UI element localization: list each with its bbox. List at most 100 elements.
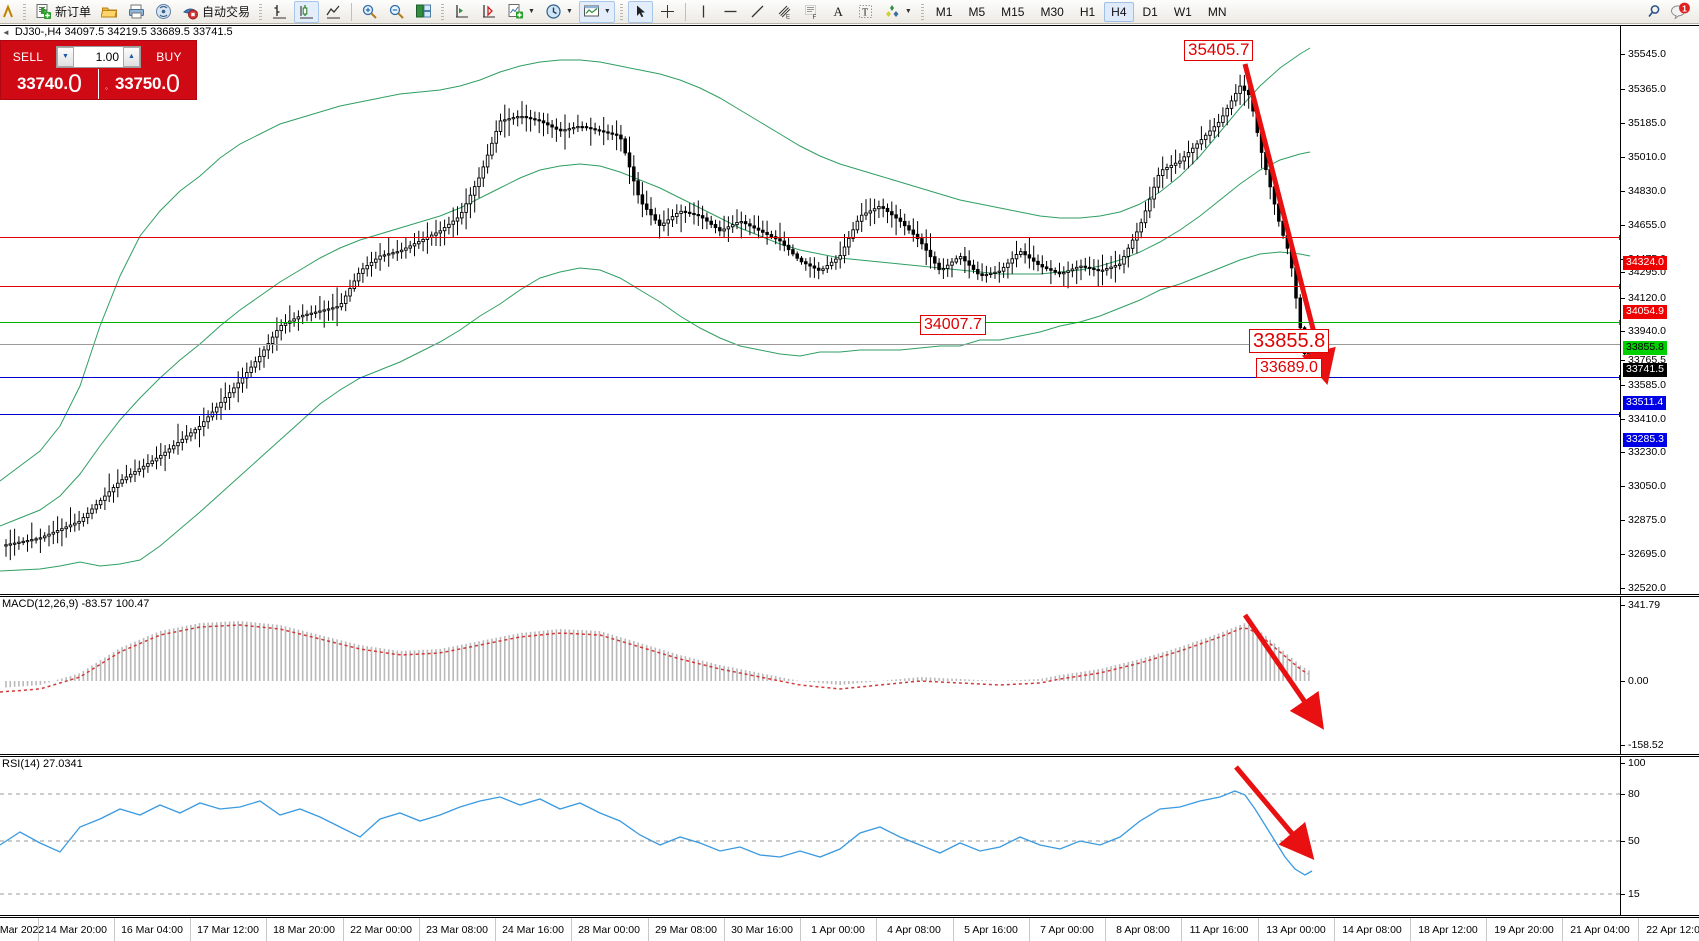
main-toolbar: 新订单 [0,0,1699,24]
price-chip-33741-5[interactable]: 33741.5 [1623,363,1667,377]
chevron-down-icon[interactable]: ▼ [528,8,535,15]
printer-icon [128,3,145,20]
line-handle[interactable] [1619,412,1620,417]
collapse-arrow-icon[interactable]: ◄ [2,27,10,37]
timeframe-button-w1[interactable]: W1 [1173,4,1192,19]
price-pane[interactable]: 35405.7 34007.7 33855.8 33689.0 35545.0 3… [0,25,1699,595]
line-handle[interactable] [1619,320,1620,325]
search-icon[interactable] [1646,3,1663,20]
line-handle[interactable] [1619,284,1620,289]
crosshair-button[interactable] [655,1,680,23]
rsi-plot[interactable]: RSI(14) 27.0341 [0,757,1620,915]
notification-count: 1 [1682,3,1687,13]
rsi-axis-label: 80 [1628,788,1640,800]
shift-end-button[interactable] [476,1,501,23]
rsi-axis[interactable]: 100 80 50 15 [1620,757,1699,915]
text-icon: A [830,3,847,20]
axis-tick [1621,605,1625,606]
price-line-34054[interactable] [0,284,1620,289]
timeframe-button-h1[interactable]: H1 [1079,4,1096,19]
notification-bubble-icon[interactable]: 1 [1669,2,1691,22]
chevron-down-icon-2[interactable]: ▼ [565,8,573,15]
shapes-button[interactable]: ▼ [880,1,916,23]
annotation-33689[interactable]: 33689.0 [1256,358,1322,378]
volume-value[interactable]: 1.00 [74,46,123,67]
macd-axis-label: 0.00 [1628,675,1649,687]
shift-start-button[interactable] [449,1,474,23]
sell-button[interactable]: SELL [12,49,44,64]
buy-button[interactable]: BUY [156,49,182,64]
tile-windows-icon [415,3,432,20]
buy-price-cell[interactable]: ◦ 33750 . 0 [98,69,196,99]
broadcast-button[interactable] [151,1,176,23]
new-order-button[interactable]: 新订单 [31,1,95,23]
sell-price-cell[interactable]: 33740 . 0 [1,69,98,99]
toolbar-right-group: 1 [1646,2,1699,22]
price-line-33285[interactable] [0,412,1620,417]
annotation-35405[interactable]: 35405.7 [1184,40,1254,61]
volume-increase-button[interactable]: ▲ [123,46,140,67]
line-handle[interactable] [1619,375,1620,380]
macd-axis[interactable]: 341.79 0.00 -158.52 [1620,597,1699,754]
timeframe-button-d1[interactable]: D1 [1142,4,1158,19]
add-indicator-button[interactable]: ▼ [503,1,539,23]
price-axis-label: 34120.0 [1628,292,1666,304]
fibonacci-button[interactable]: E [772,1,797,23]
chevron-down-icon-4[interactable]: ▼ [904,8,912,15]
zoom-out-button[interactable] [384,1,409,23]
candlestick-chart-button[interactable] [294,0,320,23]
price-axis-label: 32875.0 [1628,514,1666,526]
add-indicator-icon [507,3,524,20]
period-button[interactable]: ▼ [541,1,577,23]
sell-price-frac: 0 [68,69,82,98]
trendline-button[interactable] [745,1,770,23]
chevron-down-icon-3[interactable]: ▼ [603,8,611,15]
broadcast-icon [155,3,172,20]
timeframe-button-m5[interactable]: M5 [968,4,986,19]
price-chip-33855-8[interactable]: 33855.8 [1623,341,1667,355]
price-chip-34324-0[interactable]: 34324.0 [1623,256,1667,270]
time-axis-label: 23 Mar 08:00 [426,924,488,936]
bar-chart-button[interactable] [267,1,292,23]
auto-trading-button[interactable]: 自动交易 [178,1,254,23]
hline-icon [722,3,739,20]
rsi-pane[interactable]: RSI(14) 27.0341 [0,756,1699,916]
cursor-button[interactable] [627,0,653,23]
time-axis[interactable]: Mar 2022 14 Mar 20:00 16 Mar 04:00 17 Mar 1… [0,917,1699,941]
price-line-34324[interactable] [0,235,1620,240]
print-preview-button[interactable] [124,1,149,23]
price-chip-33511-4[interactable]: 33511.4 [1623,396,1667,410]
timeframe-button-m30[interactable]: M30 [1040,4,1064,19]
macd-label: MACD(12,26,9) -83.57 100.47 [2,598,150,610]
timeframe-button-mn[interactable]: MN [1207,4,1227,19]
line-chart-button[interactable] [321,1,346,23]
line-handle[interactable] [1619,235,1620,240]
text-button[interactable]: A [826,1,851,23]
timeframe-button-h4[interactable]: H4 [1104,1,1134,22]
price-chip-34054-9[interactable]: 34054.9 [1623,305,1667,319]
price-line-33511[interactable] [0,375,1620,380]
price-plot[interactable]: 35405.7 34007.7 33855.8 33689.0 [0,26,1620,594]
annotation-33855[interactable]: 33855.8 [1249,329,1330,353]
annotation-34007[interactable]: 34007.7 [920,315,986,335]
tile-windows-button[interactable] [411,1,436,23]
one-click-trading-panel[interactable]: SELL ▼ 1.00 ▲ BUY 33740 . 0 ◦ 33750 . 0 [0,40,197,100]
timeframe-button-m15[interactable]: M15 [1001,4,1025,19]
volume-stepper[interactable]: ▼ 1.00 ▲ [56,45,141,68]
volume-decrease-button[interactable]: ▼ [57,46,74,67]
text-block-button[interactable]: F [799,1,824,23]
macd-pane[interactable]: MACD(12,26,9) -83.57 100.47 [0,596,1699,755]
templates-button[interactable]: ▼ [578,0,615,23]
zoom-in-button[interactable] [357,1,382,23]
folder-button[interactable] [97,1,122,23]
horizontal-line-button[interactable] [718,1,743,23]
sell-price-separator: . [63,74,69,93]
vertical-line-button[interactable] [691,1,716,23]
price-chip-33285-3[interactable]: 33285.3 [1623,433,1667,447]
time-axis-label: 8 Apr 08:00 [1116,924,1170,936]
price-axis[interactable]: 35545.0 35365.0 35185.0 35010.0 34830.0 34655… [1620,26,1699,594]
price-line-33855[interactable] [0,320,1620,325]
macd-plot[interactable]: MACD(12,26,9) -83.57 100.47 [0,597,1620,754]
text-label-button[interactable]: T [853,1,878,23]
timeframe-button-m1[interactable]: M1 [935,4,953,19]
